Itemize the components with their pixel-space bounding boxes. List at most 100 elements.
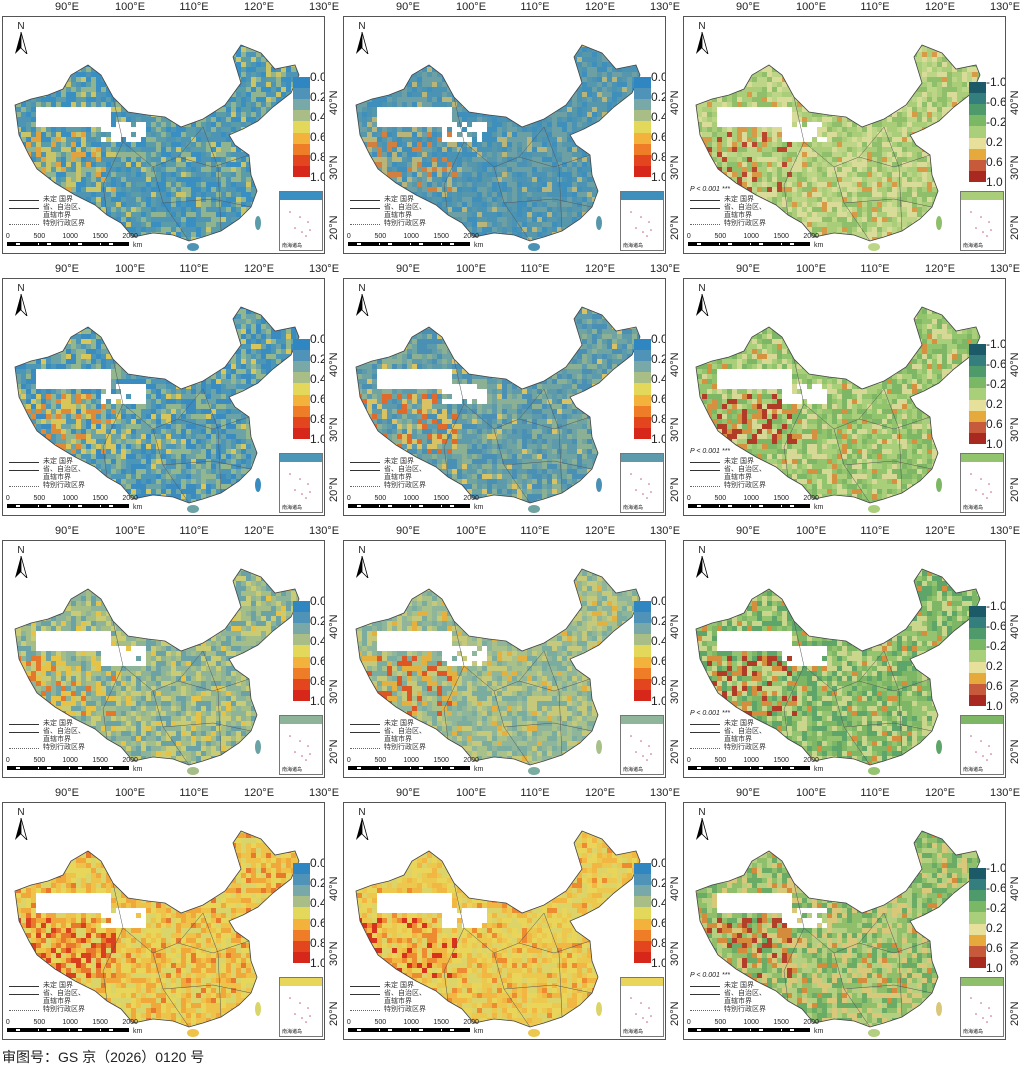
scale-unit: km	[814, 242, 823, 250]
legend-line-symbol	[350, 207, 380, 209]
hainan-island	[868, 243, 880, 251]
legend-label: 未定 国界	[384, 458, 414, 466]
inset-map	[280, 454, 322, 499]
colorbar-swatch	[969, 934, 986, 946]
colorbar-swatch	[969, 410, 986, 422]
north-label: N	[692, 807, 712, 818]
inset-label: 南海诸岛	[282, 504, 302, 511]
taiwan-island	[255, 478, 261, 492]
boundary-legend: 未定 国界 省、自治区、 直辖市界 特别行政区界	[9, 458, 85, 490]
scale-bar: 0 500 1000 1500 2000 km	[687, 495, 838, 511]
colorbar-swatch	[969, 694, 986, 706]
colorbar-swatch	[969, 93, 986, 105]
longitude-tick-label: 100°E	[115, 787, 145, 800]
significance-label: P < 0.001 ***	[690, 972, 730, 980]
colorbar-tick-label: 0.6	[986, 942, 1003, 954]
colorbar-swatch	[293, 612, 310, 624]
legend-item: 未定 国界	[350, 720, 426, 728]
national-boundary	[14, 306, 300, 504]
scale-bar-graphic	[7, 504, 129, 508]
legend-label: 特别行政区界	[724, 1006, 766, 1014]
scale-tick-label: 500	[374, 757, 386, 765]
boundary-legend: 未定 国界 省、自治区、 直辖市界 特别行政区界	[350, 458, 426, 490]
north-label: N	[352, 545, 372, 556]
north-arrow-icon	[15, 817, 28, 842]
scale-bar-graphic	[348, 504, 470, 508]
scale-tick-label: 500	[374, 1019, 386, 1027]
legend-item: 直辖市界	[350, 736, 426, 744]
longitude-tick-label: 120°E	[585, 787, 615, 800]
legend-item: 省、自治区、	[350, 466, 426, 474]
legend-label: 省、自治区、	[724, 990, 766, 998]
south-china-sea-inset: 南海诸岛	[279, 715, 323, 775]
provincial-boundaries	[783, 882, 933, 1028]
latitude-tick-label: 30°N	[669, 941, 681, 966]
colorbar-swatch	[293, 885, 310, 897]
hainan-island	[528, 1029, 540, 1037]
colorbar-tick-label: 0.4	[310, 373, 324, 385]
inset-map	[961, 716, 1003, 761]
colorbar-swatch	[634, 863, 651, 875]
legend-label: 特别行政区界	[384, 482, 426, 490]
colorbar-tick-label: 1.0	[986, 700, 1003, 712]
scale-tick-label: 1500	[433, 233, 449, 241]
inset-map	[280, 716, 322, 761]
latitude-tick-label: 20°N	[1009, 1001, 1021, 1026]
longitude-tick-label: 120°E	[925, 787, 955, 800]
scale-tick-label: 0	[687, 495, 691, 503]
colorbar-tick-label: 1.0	[651, 957, 665, 969]
colorbar-swatch	[969, 82, 986, 94]
map-panel-8: N 0.0 0.2 0.4 0.6 0.8 1.0 未定 国界省、自治区、直辖市界特别行政区界…	[343, 540, 666, 778]
scale-unit: km	[814, 766, 823, 774]
inset-map	[621, 454, 663, 499]
national-boundary	[695, 830, 981, 1028]
legend-line-symbol	[350, 723, 380, 725]
colorbar-swatch	[634, 383, 651, 395]
colorbar-swatch	[634, 350, 651, 362]
longitude-tick-label: 90°E	[396, 525, 420, 538]
colorbar-tick-label: 0.6	[310, 655, 324, 667]
colorbar-swatch	[634, 427, 651, 439]
scale-tick-label: 500	[374, 233, 386, 241]
colorbar-swatch	[634, 656, 651, 668]
legend-line-symbol	[690, 1009, 720, 1011]
inset-label: 南海诸岛	[282, 242, 302, 249]
colorbar-tick-label: 0.6	[310, 917, 324, 929]
colorbar-swatch	[634, 339, 651, 351]
scale-bar: 0 500 1000 1500 2000 km	[347, 757, 498, 773]
legend-item: 直辖市界	[350, 474, 426, 482]
provincial-boundaries	[443, 358, 593, 504]
north-label: N	[692, 21, 712, 32]
colorbar-swatch	[634, 689, 651, 701]
colorbar-swatch	[293, 601, 310, 613]
scale-bar-graphic	[348, 242, 470, 246]
colorbar-tick-label: 1.0	[310, 695, 324, 707]
colorbar-swatch	[293, 689, 310, 701]
scale-unit: km	[133, 504, 142, 512]
north-arrow-icon	[356, 817, 369, 842]
taiwan-island	[596, 740, 602, 754]
hainan-island	[868, 767, 880, 775]
scale-tick-label: 0	[347, 233, 351, 241]
map-panel-1: N 0.0 0.2 0.4 0.6 0.8 1.0 未定 国界省、自治区、直辖市界特别行政区界…	[2, 16, 325, 254]
scale-tick-label: 0	[6, 757, 10, 765]
legend-item: 直辖市界	[690, 736, 766, 744]
china-raster-map	[355, 44, 641, 251]
national-boundary	[14, 568, 300, 766]
legend-item: 省、自治区、	[9, 990, 85, 998]
longitude-tick-label: 120°E	[244, 525, 274, 538]
legend-label: 省、自治区、	[384, 728, 426, 736]
scale-unit: km	[474, 1028, 483, 1036]
scale-tick-label: 1000	[62, 757, 78, 765]
scale-tick-label: 2000	[803, 233, 819, 241]
scale-bar: 0 500 1000 1500 2000 km	[6, 233, 157, 249]
north-arrow-icon	[356, 293, 369, 318]
colorbar-tick-label: 0.6	[986, 418, 1003, 430]
longitude-tick-label: 100°E	[115, 263, 145, 276]
hainan-island	[868, 1029, 880, 1037]
legend-line-symbol	[350, 223, 380, 225]
scale-unit: km	[474, 504, 483, 512]
scale-tick-label: 1500	[773, 757, 789, 765]
inset-label: 南海诸岛	[623, 766, 643, 773]
colorbar-swatch	[293, 896, 310, 908]
